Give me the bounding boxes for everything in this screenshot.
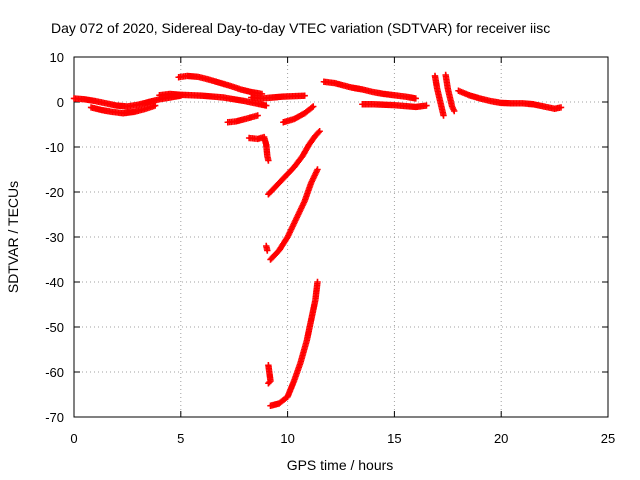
data-point bbox=[264, 247, 271, 254]
data-point bbox=[265, 157, 272, 164]
data-point bbox=[440, 112, 447, 119]
data-point bbox=[151, 102, 159, 109]
data-point bbox=[266, 378, 273, 386]
x-tick-label: 25 bbox=[601, 431, 615, 446]
grid-lines bbox=[74, 57, 608, 417]
x-tick-label: 15 bbox=[387, 431, 401, 446]
series-segment-band-after bbox=[248, 92, 308, 102]
y-tick-label: -60 bbox=[45, 365, 64, 380]
y-tick-label: -20 bbox=[45, 185, 64, 200]
series-segment-trace-b bbox=[267, 166, 321, 263]
data-point bbox=[314, 166, 321, 173]
y-tick-label: -30 bbox=[45, 230, 64, 245]
y-tick-label: -40 bbox=[45, 275, 64, 290]
x-axis: 0 5 10 15 20 25 bbox=[70, 57, 615, 446]
data-point bbox=[315, 129, 322, 136]
data-point bbox=[265, 380, 272, 387]
y-axis-label: SDTVAR / TECUs bbox=[5, 181, 21, 293]
series-segment-band-evening bbox=[455, 87, 565, 112]
y-tick-label: -50 bbox=[45, 320, 64, 335]
data-point bbox=[308, 104, 316, 111]
data-point bbox=[310, 103, 317, 110]
data-point bbox=[254, 112, 261, 119]
data-point bbox=[557, 104, 565, 111]
series-segment-band-early-lower bbox=[87, 102, 159, 117]
x-tick-label: 20 bbox=[494, 431, 508, 446]
data-point bbox=[423, 102, 430, 109]
series-segment-trace-c bbox=[267, 278, 321, 409]
series-segment-scatter-mid bbox=[245, 133, 274, 387]
x-tick-label: 10 bbox=[280, 431, 294, 446]
series-segment-band-peak bbox=[175, 72, 266, 98]
y-tick-label: 0 bbox=[57, 95, 64, 110]
y-tick-label: -70 bbox=[45, 410, 64, 425]
series-segment-band-dip bbox=[224, 112, 261, 126]
y-tick-label: 10 bbox=[50, 50, 64, 65]
x-axis-label: GPS time / hours bbox=[287, 457, 394, 473]
data-point bbox=[451, 107, 458, 115]
data-points bbox=[70, 71, 565, 409]
data-point bbox=[263, 102, 270, 109]
x-tick-label: 0 bbox=[70, 431, 77, 446]
series-segment-band-late-lower bbox=[359, 101, 430, 111]
data-point bbox=[412, 95, 419, 102]
x-tick-label: 5 bbox=[177, 431, 184, 446]
data-point bbox=[316, 128, 323, 135]
series-segment-trace-a bbox=[265, 128, 323, 198]
series-segment-band-late bbox=[320, 78, 419, 102]
series-segment-spikes-17 bbox=[431, 71, 458, 119]
series-segment-band-early-upper bbox=[70, 92, 184, 110]
y-tick-label: -10 bbox=[45, 140, 64, 155]
data-point bbox=[301, 92, 308, 99]
series-segment-band-mid-lower bbox=[280, 103, 317, 126]
y-axis: 10 0 -10 -20 -30 -40 -50 -60 -70 bbox=[45, 50, 608, 425]
chart-title: Day 072 of 2020, Sidereal Day-to-day VTE… bbox=[51, 20, 550, 36]
series-segment-band-morning bbox=[156, 90, 270, 109]
data-point bbox=[314, 278, 321, 286]
